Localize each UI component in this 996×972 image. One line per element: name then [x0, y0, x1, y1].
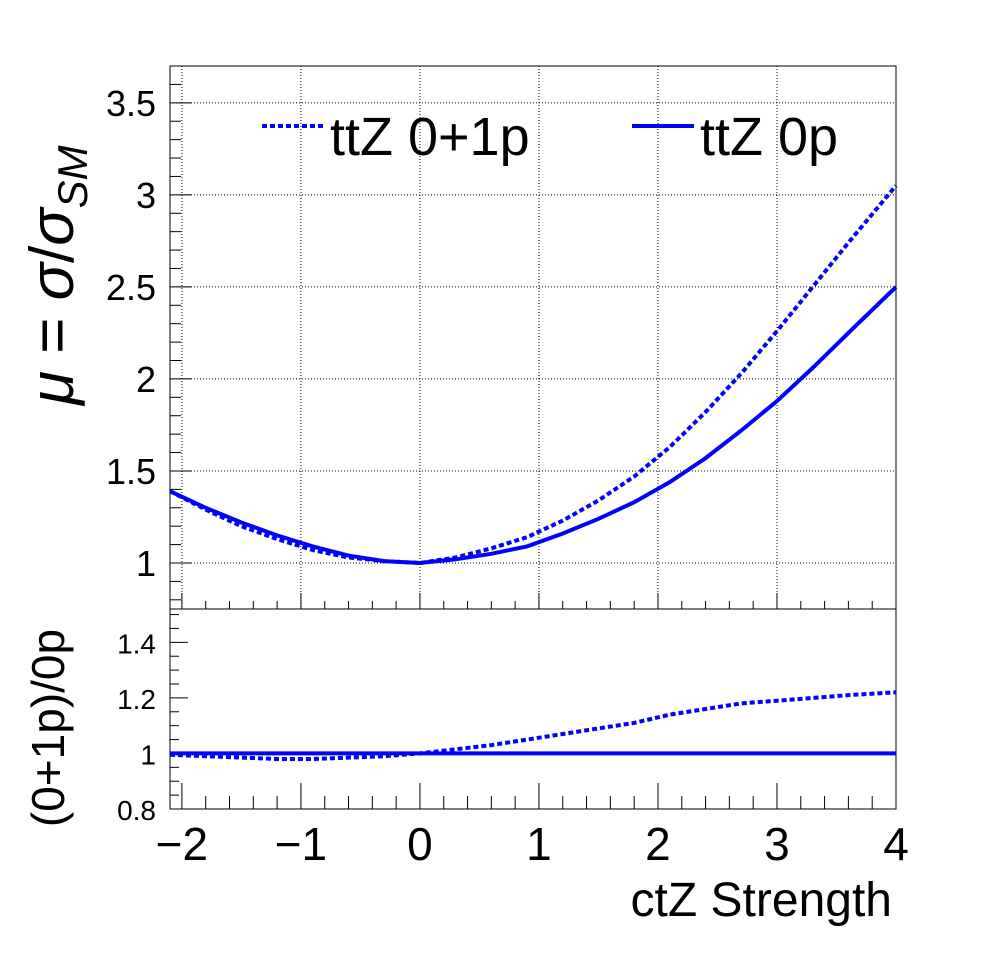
x-tick-label: 2 [645, 818, 671, 870]
ttz-0p-series-line [169, 285, 898, 566]
ratio-dashed-series-line [169, 690, 897, 761]
y-tick-label: 2 [136, 359, 156, 400]
ttz-0-1p-series-line [169, 184, 898, 566]
legend-label: ttZ 0p [700, 107, 838, 167]
x-tick-label: 0 [407, 818, 433, 870]
x-tick-label: −2 [156, 818, 208, 870]
x-tick-label: 4 [883, 818, 909, 870]
ratio-y-axis-title: (0+1p)/0p [22, 629, 74, 827]
y-tick-label: 2.5 [106, 267, 156, 308]
ratio-y-tick-label: 1.2 [117, 684, 156, 715]
x-tick-label: 1 [526, 818, 552, 870]
y-tick-label: 1.5 [106, 451, 156, 492]
ratio-frame [169, 608, 897, 810]
ratio-y-tick-label: 1.4 [117, 628, 156, 659]
x-tick-label: 3 [764, 818, 790, 870]
x-tick-label: −1 [275, 818, 327, 870]
y-tick-label: 3.5 [106, 83, 156, 124]
y-tick-label: 1 [136, 543, 156, 584]
legend: ttZ 0+1p ttZ 0p [262, 107, 838, 167]
ratio-y-tick-label: 0.8 [117, 795, 156, 826]
legend-label: ttZ 0+1p [330, 107, 530, 167]
main-panel: 1 1.5 2 2.5 3 3.5μ = σ/σSM ttZ 0+1p ttZ 0p [18, 65, 898, 610]
ratio-y-tick-label: 1 [140, 739, 156, 770]
y-tick-label: 3 [136, 175, 156, 216]
y-axis-title: μ = σ/σSM [18, 145, 96, 407]
x-axis-title: ctZ Strength [631, 874, 892, 927]
